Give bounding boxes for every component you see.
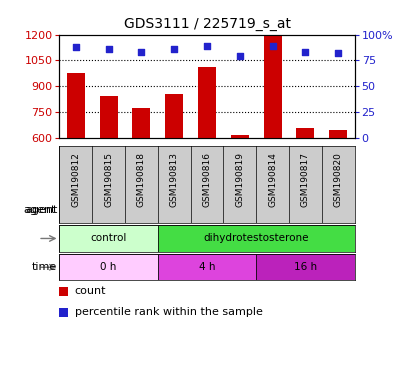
Bar — [230, 135, 248, 138]
Text: time: time — [32, 262, 57, 272]
Text: agent: agent — [25, 205, 57, 215]
Bar — [67, 73, 85, 138]
Bar — [132, 108, 150, 138]
Point — [269, 43, 275, 49]
Point — [138, 49, 144, 55]
Bar — [59, 254, 157, 280]
Bar — [165, 94, 183, 138]
Bar — [157, 225, 354, 252]
Bar — [198, 68, 216, 138]
Bar — [59, 225, 157, 252]
Bar — [256, 254, 354, 280]
Point — [203, 43, 210, 49]
Text: GSM190817: GSM190817 — [300, 152, 309, 207]
Title: GDS3111 / 225719_s_at: GDS3111 / 225719_s_at — [123, 17, 290, 31]
Text: GSM190816: GSM190816 — [202, 152, 211, 207]
Bar — [328, 131, 346, 138]
Text: 16 h: 16 h — [293, 262, 316, 272]
Text: percentile rank within the sample: percentile rank within the sample — [74, 307, 262, 317]
Text: GSM190813: GSM190813 — [169, 152, 178, 207]
Text: count: count — [74, 286, 106, 296]
Point — [72, 44, 79, 50]
Text: GSM190815: GSM190815 — [104, 152, 113, 207]
Bar — [99, 96, 117, 138]
Text: 4 h: 4 h — [198, 262, 215, 272]
Point — [236, 53, 243, 60]
Point — [171, 46, 177, 52]
Point — [301, 49, 308, 55]
Bar — [157, 254, 256, 280]
Text: GSM190819: GSM190819 — [235, 152, 244, 207]
Text: GSM190820: GSM190820 — [333, 152, 342, 207]
Text: agent: agent — [23, 205, 55, 215]
Text: GSM190812: GSM190812 — [71, 152, 80, 207]
Bar — [296, 128, 314, 138]
Text: dihydrotestosterone: dihydrotestosterone — [203, 233, 308, 243]
Text: GSM190818: GSM190818 — [137, 152, 146, 207]
Point — [105, 46, 112, 52]
Text: control: control — [90, 233, 126, 243]
Point — [334, 50, 341, 56]
Text: GSM190814: GSM190814 — [267, 152, 276, 207]
Bar — [263, 35, 281, 138]
Text: 0 h: 0 h — [100, 262, 117, 272]
